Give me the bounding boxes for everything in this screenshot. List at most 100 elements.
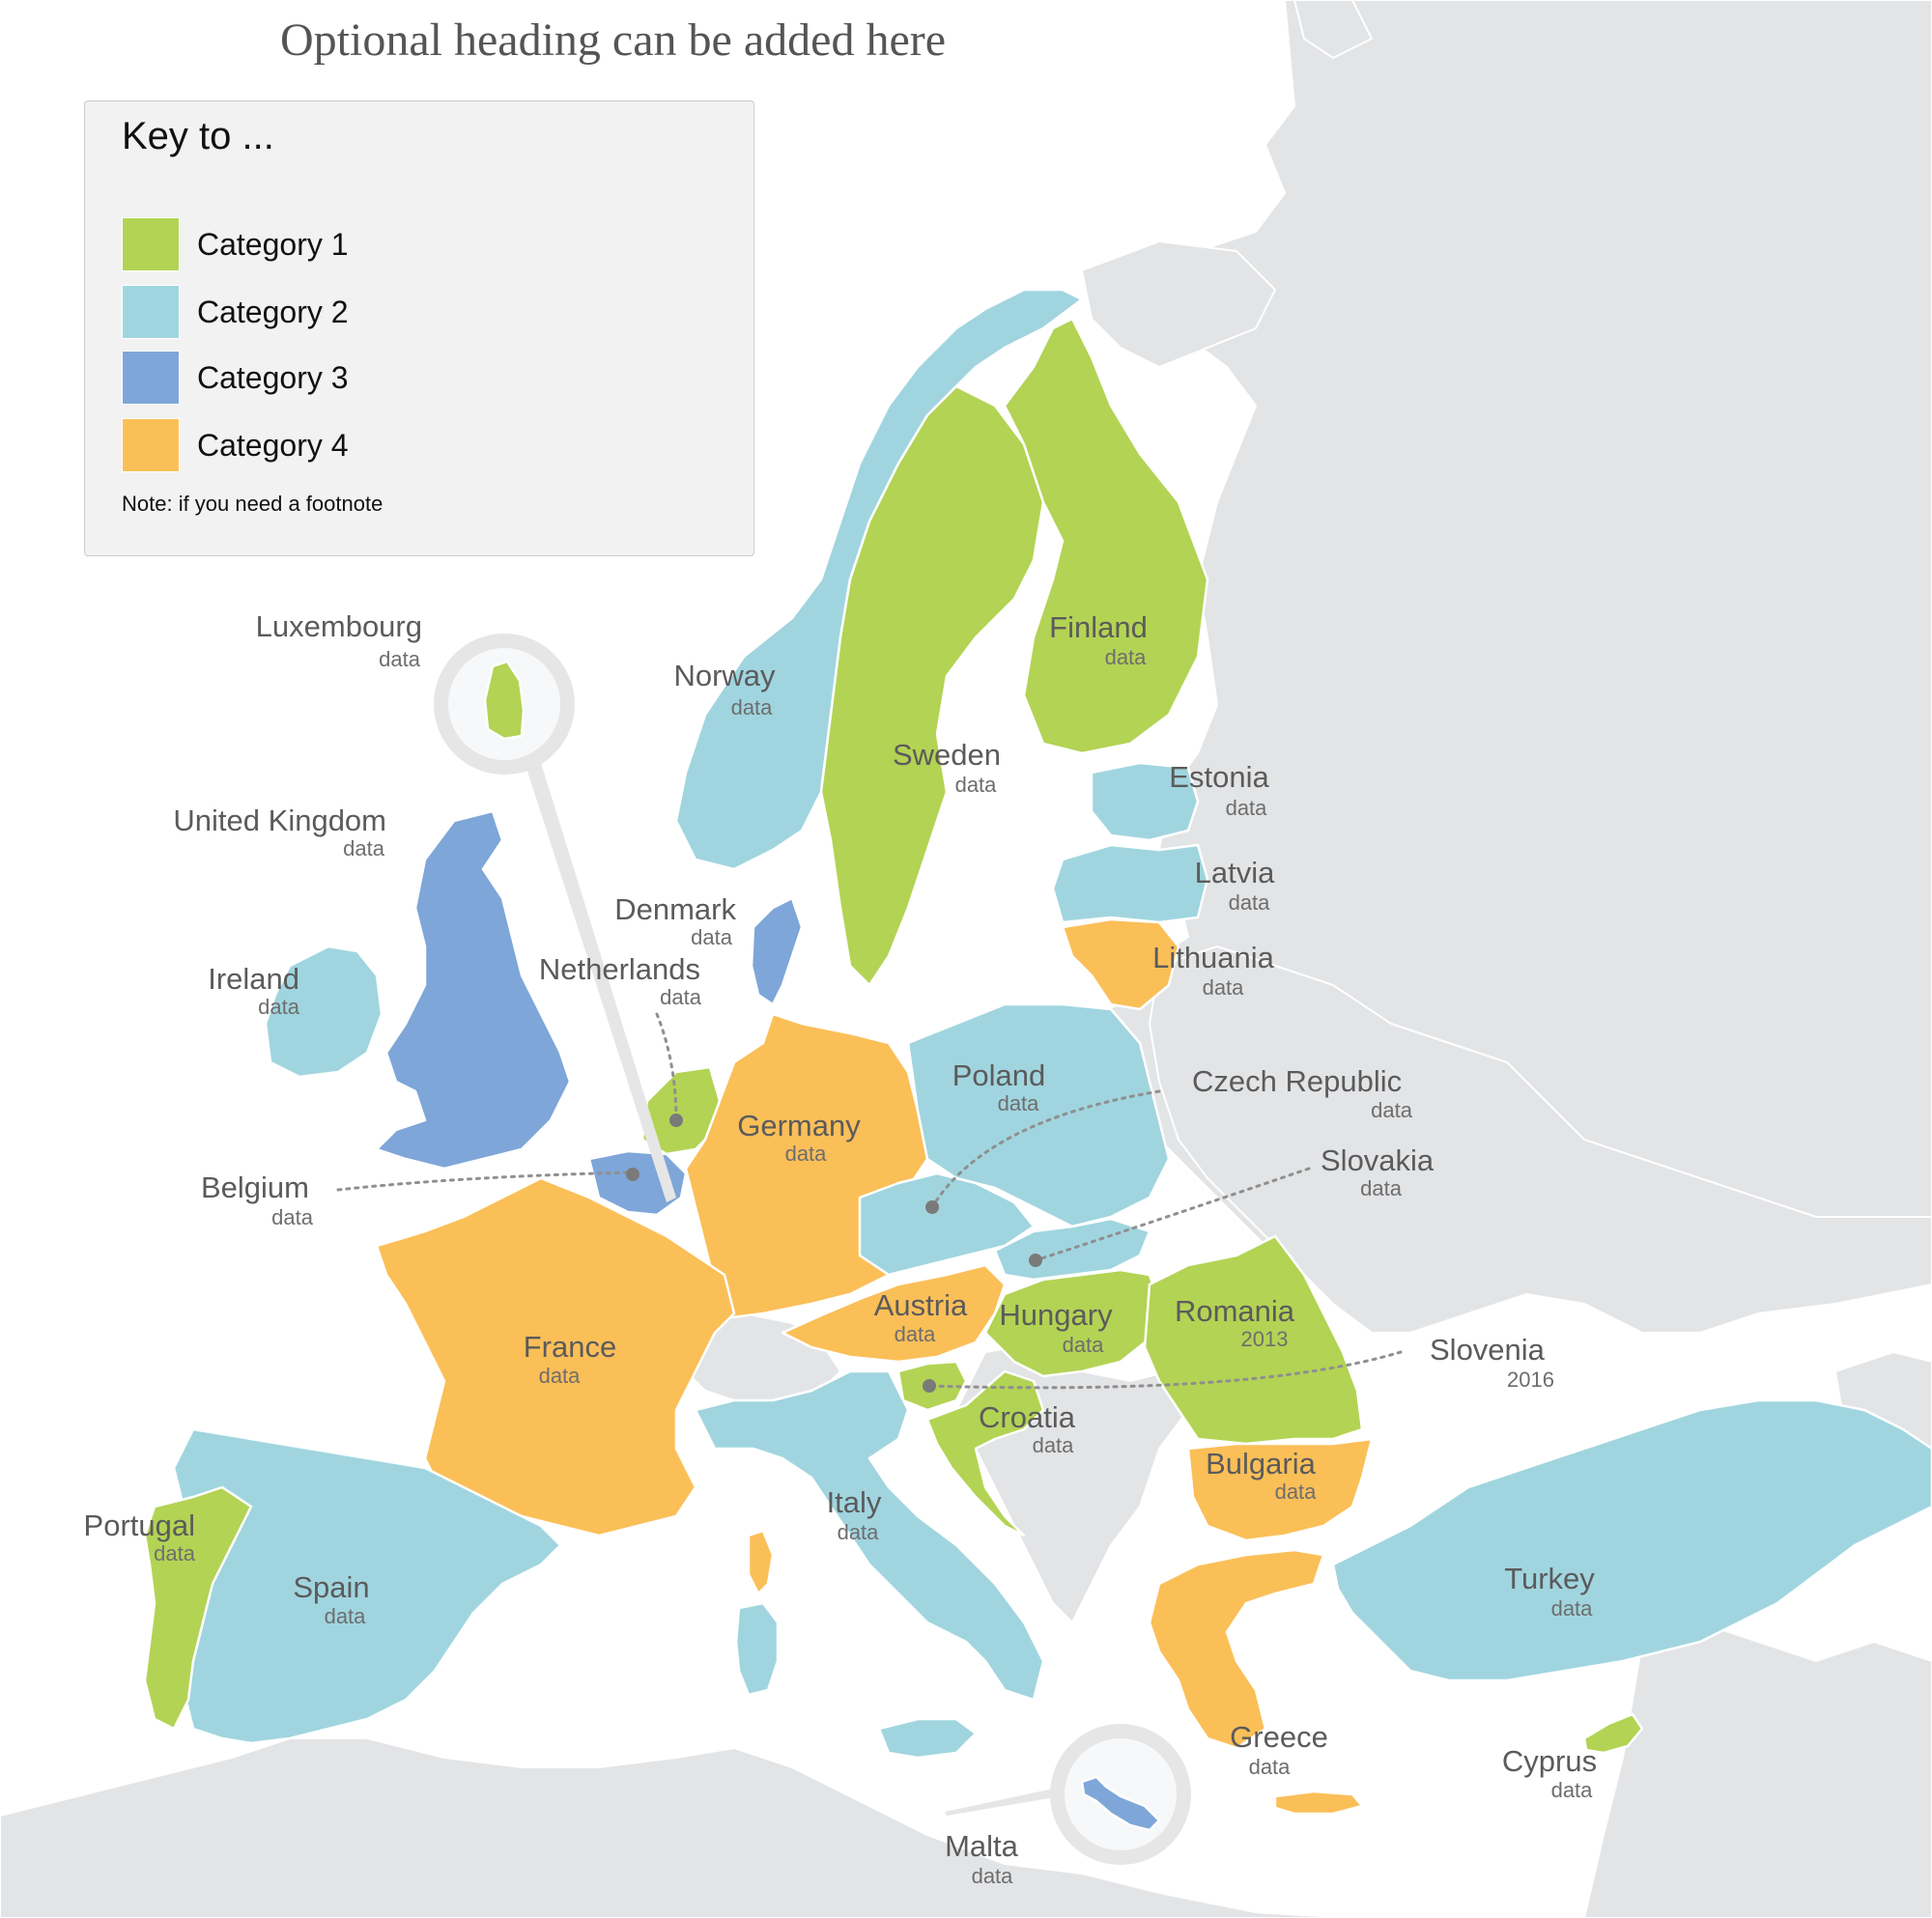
label-slovenia-value: 2016: [1507, 1368, 1554, 1392]
label-netherlands-name: Netherlands: [539, 952, 700, 986]
label-bulgaria-value: data: [1275, 1480, 1318, 1504]
label-france-value: data: [539, 1364, 582, 1388]
country-shape-cyprus[interactable]: [1582, 1712, 1644, 1755]
label-czech-republic-value: data: [1371, 1098, 1413, 1122]
label-united-kingdom-name: United Kingdom: [173, 804, 386, 837]
label-turkey-name: Turkey: [1504, 1562, 1595, 1595]
country-shape-corsica[interactable]: [747, 1529, 775, 1595]
label-romania-name: Romania: [1175, 1294, 1295, 1328]
label-slovenia-name: Slovenia: [1430, 1333, 1546, 1367]
country-shape-latvia[interactable]: [1051, 843, 1209, 924]
label-norway-value: data: [731, 695, 774, 719]
country-shape-finland[interactable]: [1003, 317, 1209, 755]
label-poland-name: Poland: [952, 1058, 1046, 1092]
label-netherlands-value: data: [660, 985, 702, 1009]
country-shape-united-kingdom[interactable]: [375, 809, 572, 1171]
label-austria-value: data: [895, 1322, 937, 1346]
malta-inset-beam: [945, 1787, 1072, 1816]
label-italy-name: Italy: [827, 1485, 882, 1519]
label-austria-name: Austria: [874, 1288, 968, 1322]
legend-title: Key to ...: [122, 115, 274, 157]
country-shape-malta[interactable]: [1080, 1775, 1161, 1832]
country-shape-romania[interactable]: [1143, 1234, 1364, 1446]
label-united-kingdom-value: data: [343, 836, 385, 860]
member-countries: [143, 288, 1932, 1816]
label-malta-value: data: [972, 1864, 1014, 1888]
label-france-name: France: [524, 1330, 616, 1364]
label-romania-value: 2013: [1241, 1327, 1289, 1351]
label-lithuania-value: data: [1203, 975, 1245, 1000]
label-germany-name: Germany: [737, 1109, 861, 1142]
label-lithuania-name: Lithuania: [1152, 941, 1275, 974]
country-shape-croatia[interactable]: [925, 1369, 1045, 1537]
label-sweden-name: Sweden: [893, 738, 1001, 772]
land-russia-kola: [1080, 240, 1277, 369]
label-estonia-value: data: [1226, 796, 1268, 820]
legend-swatch: [122, 285, 180, 339]
country-shape-sardinia[interactable]: [734, 1601, 780, 1697]
label-bulgaria-name: Bulgaria: [1206, 1447, 1316, 1481]
label-spain-name: Spain: [293, 1570, 369, 1604]
country-shape-lithuania[interactable]: [1061, 917, 1180, 1011]
label-ireland-name: Ireland: [208, 962, 299, 996]
label-croatia-name: Croatia: [979, 1400, 1076, 1434]
map-legend: Key to ... Category 1 Category 2 Categor…: [84, 100, 754, 556]
label-croatia-value: data: [1033, 1433, 1075, 1457]
label-portugal-value: data: [154, 1541, 196, 1565]
label-norway-name: Norway: [673, 659, 776, 692]
country-shape-sweden[interactable]: [819, 384, 1045, 987]
leader-slovenia: [927, 1350, 1403, 1390]
label-turkey-value: data: [1551, 1596, 1594, 1621]
legend-swatch: [122, 418, 180, 472]
label-slovakia-value: data: [1360, 1176, 1403, 1200]
legend-label: Category 1: [197, 227, 349, 262]
label-ireland-value: data: [258, 995, 300, 1019]
country-shape-denmark[interactable]: [750, 896, 804, 1006]
luxembourg-inset: [434, 634, 676, 1202]
legend-item-category-2: Category 2: [122, 285, 701, 339]
country-shape-czech-republic[interactable]: [858, 1171, 1036, 1277]
label-luxembourg-name: Luxembourg: [256, 609, 422, 643]
legend-label: Category 2: [197, 295, 349, 329]
country-shape-greece-crete[interactable]: [1273, 1790, 1364, 1816]
label-italy-value: data: [838, 1520, 880, 1544]
country-shape-estonia[interactable]: [1090, 761, 1200, 842]
leader-dot-belgium: [626, 1168, 639, 1181]
luxembourg-inset-beam: [522, 753, 676, 1202]
country-shape-luxembourg[interactable]: [483, 660, 526, 741]
label-belgium-name: Belgium: [201, 1171, 309, 1204]
legend-item-category-1: Category 1: [122, 217, 701, 271]
country-shape-ireland[interactable]: [264, 945, 384, 1079]
legend-swatch: [122, 351, 180, 405]
country-shape-poland[interactable]: [906, 1002, 1171, 1228]
label-finland-value: data: [1105, 645, 1148, 669]
label-latvia-name: Latvia: [1195, 856, 1275, 889]
label-slovakia-name: Slovakia: [1321, 1143, 1435, 1177]
legend-label: Category 4: [197, 428, 349, 463]
country-shape-greece[interactable]: [1148, 1548, 1325, 1750]
label-hungary-name: Hungary: [999, 1298, 1113, 1332]
label-belgium-value: data: [271, 1205, 314, 1229]
land-iceland-fragment: [1293, 0, 1374, 60]
leader-lines: [336, 1012, 1403, 1393]
leader-slovakia: [1034, 1167, 1311, 1262]
legend-footnote: Note: if you need a footnote: [122, 492, 384, 516]
leader-belgium: [336, 1171, 635, 1192]
country-shape-austria[interactable]: [781, 1263, 1007, 1364]
legend-item-category-3: Category 3: [122, 351, 701, 405]
land-ukraine-belarus: [1148, 945, 1932, 1334]
label-denmark-value: data: [691, 925, 733, 949]
label-latvia-value: data: [1229, 890, 1271, 915]
malta-inset-disc: [1065, 1738, 1177, 1850]
label-sweden-value: data: [955, 773, 998, 797]
country-shape-bulgaria[interactable]: [1186, 1437, 1374, 1542]
country-shape-italy[interactable]: [694, 1369, 1045, 1702]
country-shape-turkey[interactable]: [1331, 1398, 1932, 1682]
label-greece-value: data: [1249, 1755, 1292, 1779]
label-cyprus-name: Cyprus: [1502, 1744, 1597, 1778]
country-shape-sicily[interactable]: [877, 1717, 978, 1760]
country-shape-france[interactable]: [375, 1176, 736, 1537]
land-middle-east: [1582, 1621, 1932, 1918]
country-shape-portugal[interactable]: [143, 1485, 253, 1731]
